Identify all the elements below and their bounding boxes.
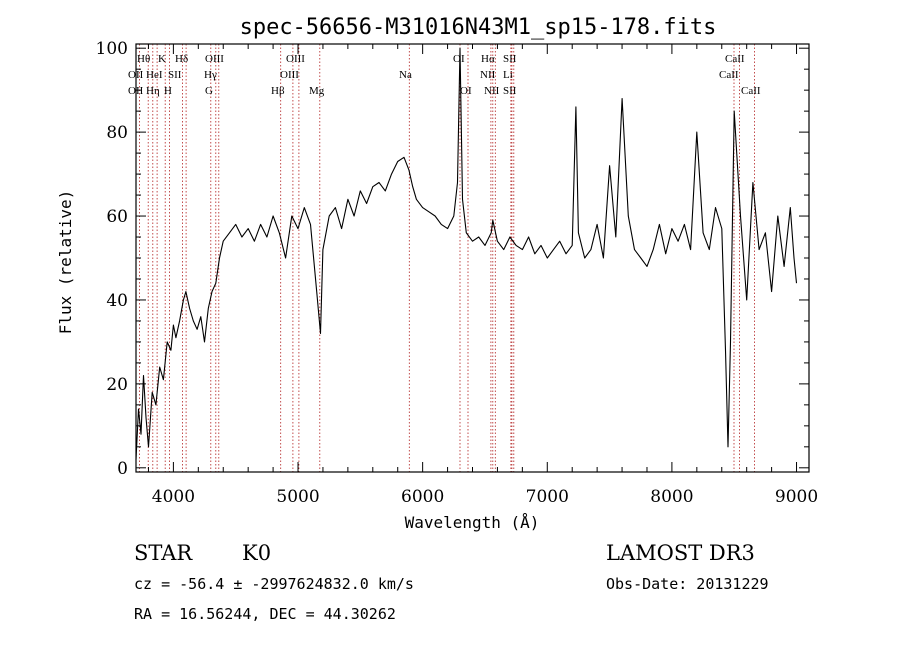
survey-name: LAMOST DR3: [606, 541, 755, 565]
spectrum-line: [135, 47, 798, 460]
line-label-sii-blue: SII: [168, 69, 182, 81]
x-axis-label: Wavelength (Å): [405, 513, 540, 532]
line-label-h-delta: Hδ: [175, 53, 188, 65]
y-tick-label: 40: [106, 291, 128, 311]
line-label-caii-2: CaII: [719, 69, 739, 81]
line-label-oi-2: OI: [460, 85, 472, 97]
y-tick-label: 100: [96, 39, 128, 59]
line-label-sii-2: SII: [503, 85, 517, 97]
line-label-h-eta: Hη: [146, 85, 160, 97]
line-label-h-alpha: Hα: [481, 53, 495, 65]
line-label-li: Li: [503, 69, 513, 81]
object-class: STAR: [134, 541, 193, 565]
plot-frame: [135, 43, 810, 473]
line-label-nii-2: NII: [484, 85, 500, 97]
line-label-na: Na: [399, 69, 412, 81]
line-label-oiii-5007: OIII: [286, 53, 305, 65]
subclass: K0: [242, 541, 271, 565]
x-tick-label: 7000: [526, 487, 569, 507]
line-label-nii: NII: [480, 69, 496, 81]
line-label-oiii-4364: OIII: [205, 53, 224, 65]
x-tick-label: 8000: [650, 487, 693, 507]
line-label-hei: HeI: [146, 69, 163, 81]
x-tick-label: 4000: [152, 487, 195, 507]
chart-title: spec-56656-M31016N43M1_sp15-178.fits: [240, 15, 717, 40]
coordinates: RA = 16.56244, DEC = 44.30262: [134, 605, 396, 623]
line-label-caii-3: CaII: [741, 85, 761, 97]
line-label-caii: CaII: [725, 53, 745, 65]
obs-date: Obs-Date: 20131229: [606, 575, 769, 593]
emission-line-markers: [138, 44, 755, 472]
line-label-h: H: [164, 85, 172, 97]
y-tick-label: 20: [106, 375, 128, 395]
line-label-mg: Mg: [309, 85, 325, 97]
line-label-h-beta: Hβ: [271, 85, 285, 97]
y-tick-label: 80: [106, 123, 128, 143]
x-tick-label: 9000: [775, 487, 818, 507]
line-label-h-theta: Hθ: [137, 53, 150, 65]
axis-tick-labels: 4000 5000 6000 7000 8000 9000 0 20 40 60 80 100: [96, 39, 819, 507]
line-label-g: G: [205, 85, 213, 97]
line-label-oi: OI: [453, 53, 465, 65]
x-tick-label: 6000: [401, 487, 444, 507]
axis-ticks: [136, 44, 809, 472]
y-tick-label: 0: [117, 459, 128, 479]
line-label-k: K: [158, 53, 166, 65]
line-label-h-gamma: Hγ: [204, 69, 217, 81]
line-label-sii: SII: [503, 53, 517, 65]
line-labels: OII Hθ OII Hη HeI K H SII Hδ G Hγ OIII H…: [128, 53, 761, 97]
x-tick-label: 5000: [276, 487, 319, 507]
y-tick-label: 60: [106, 207, 128, 227]
line-label-oiii-4959: OIII: [280, 69, 299, 81]
redshift: cz = -56.4 ± -2997624832.0 km/s: [134, 575, 414, 593]
y-axis-label: Flux (relative): [56, 190, 75, 335]
